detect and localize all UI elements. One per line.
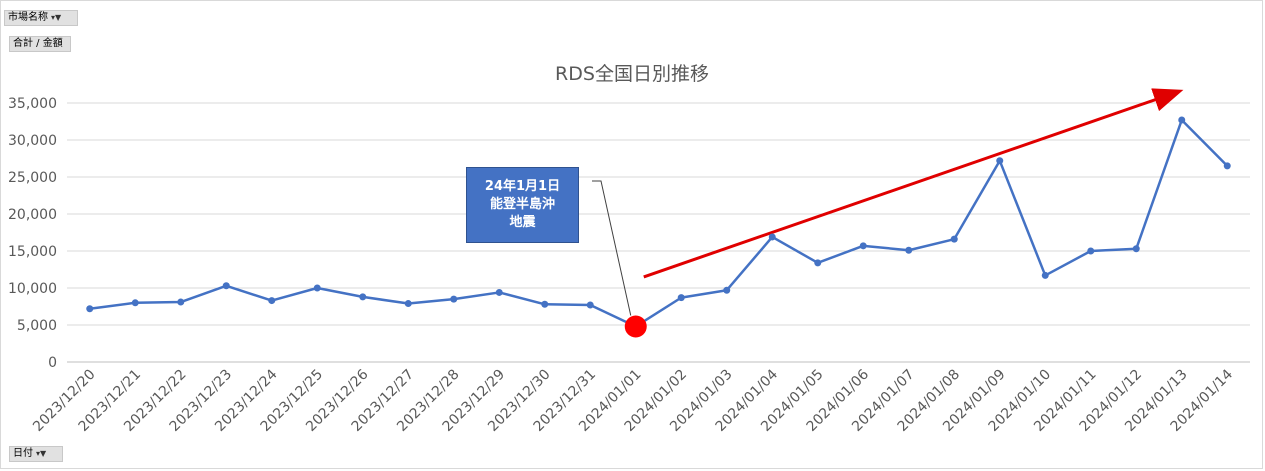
data-point	[222, 282, 230, 290]
pivot-axis-field-date-button[interactable]: 日付 ▾▼	[9, 446, 63, 462]
filter-dropdown-icon: ▾▼	[36, 449, 47, 458]
data-point	[177, 298, 185, 306]
earthquake-callout: 24年1月1日 能登半島沖 地震	[466, 167, 579, 243]
data-point	[1132, 245, 1140, 253]
pivot-field-market-name-label: 市場名称	[8, 12, 48, 23]
data-point	[404, 300, 412, 308]
data-point	[495, 288, 503, 296]
series-line	[89, 118, 1229, 328]
chart-title: RDS全国日別推移	[555, 63, 709, 85]
data-point	[1041, 271, 1049, 279]
data-point	[586, 301, 594, 309]
highlight-marker	[624, 315, 647, 338]
callout-leader-line	[592, 180, 632, 316]
y-tick-label: 0	[48, 355, 57, 371]
data-point	[268, 297, 276, 305]
data-point	[859, 242, 867, 250]
data-point	[131, 299, 139, 307]
y-tick-label: 15,000	[8, 244, 57, 260]
data-point	[313, 284, 321, 292]
data-point	[1223, 162, 1231, 170]
pivot-value-field-button[interactable]: 合計 / 金額	[9, 36, 71, 52]
pivot-value-field-label: 合計 / 金額	[13, 38, 63, 49]
data-point	[1178, 116, 1186, 124]
callout-line-3: 地震	[509, 215, 536, 230]
pivot-field-market-name-button[interactable]: 市場名称 ▾▼	[4, 10, 78, 26]
data-point	[86, 305, 94, 313]
data-point	[450, 295, 458, 303]
callout-line-1: 24年1月1日	[484, 179, 561, 194]
data-point	[359, 293, 367, 301]
y-tick-label: 30,000	[8, 133, 57, 149]
data-point	[1087, 247, 1095, 255]
data-point	[950, 235, 958, 243]
data-point	[677, 294, 685, 302]
data-point	[814, 259, 822, 267]
data-point	[768, 233, 776, 241]
pivot-axis-field-date-label: 日付	[13, 448, 33, 459]
y-tick-label: 35,000	[8, 96, 57, 112]
data-point	[541, 300, 549, 308]
data-point	[905, 246, 913, 254]
filter-dropdown-icon: ▾▼	[51, 13, 62, 22]
y-tick-label: 10,000	[8, 281, 57, 297]
callout-line-2: 能登半島沖	[489, 197, 555, 212]
y-tick-label: 5,000	[17, 318, 57, 334]
y-tick-label: 20,000	[8, 207, 57, 223]
data-point	[996, 157, 1004, 165]
trend-arrow	[643, 88, 1184, 279]
y-tick-label: 25,000	[8, 170, 57, 186]
data-point	[723, 286, 731, 294]
